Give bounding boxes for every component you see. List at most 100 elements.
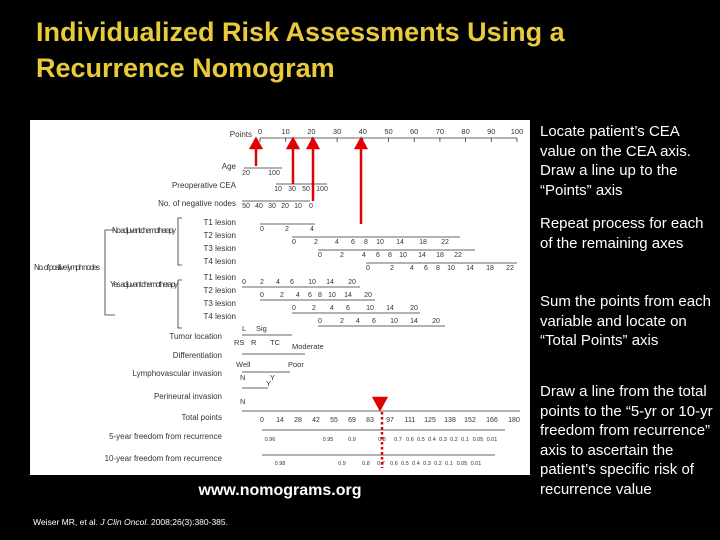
row-label-cea: Preoperative CEA [172, 181, 237, 190]
fr5-tick: 0.01 [487, 437, 498, 443]
negnodes-tick: 40 [255, 203, 263, 210]
group-label-no-adjuvant: No adjuvant chemotherapy [112, 226, 176, 235]
fr5-tick: 0.05 [473, 437, 484, 443]
step-text: Repeat process for each of the remaining… [540, 215, 704, 252]
row-label-differentiation: Differentiation [173, 351, 222, 360]
row-label-t2-lesion: T2 lesion [204, 231, 236, 240]
fr5-tick: 0.96 [265, 437, 276, 443]
points-tick: 10 [282, 127, 290, 136]
fr10-tick: 0.9 [338, 461, 346, 467]
location-option: Sig [256, 324, 267, 333]
t3a-tick: 10 [399, 252, 407, 259]
age-tick: 100 [268, 170, 280, 177]
total-tick: 125 [424, 417, 436, 424]
points-tick: 40 [359, 127, 367, 136]
row-label-perineural: Perineural invasion [154, 392, 222, 401]
total-tick: 55 [330, 417, 338, 424]
t3b-tick: 20 [410, 305, 418, 312]
t2a-tick: 18 [419, 239, 427, 246]
arrow-up-icon [353, 136, 369, 150]
arrow-up-icon [305, 136, 321, 150]
total-tick: 0 [260, 417, 264, 424]
t4a-tick: 2 [390, 265, 394, 272]
total-tick: 152 [464, 417, 476, 424]
points-tick: 30 [333, 127, 341, 136]
fr5-tick: 0.2 [450, 437, 458, 443]
t4b-tick: 10 [390, 318, 398, 325]
cea-tick: 100 [316, 186, 328, 193]
arrow-up-icon [285, 136, 301, 150]
lymphovascular-option: N [240, 373, 245, 382]
t2b-tick: 20 [364, 292, 372, 299]
fr10-tick: 0.1 [445, 461, 453, 467]
row-label-age: Age [222, 162, 237, 171]
cea-tick: 30 [288, 186, 296, 193]
t2b-tick: 14 [344, 292, 352, 299]
t2a-tick: 6 [351, 239, 355, 246]
negnodes-tick: 50 [242, 203, 250, 210]
location-option: RS [234, 338, 244, 347]
step-text: Sum the points from each variable and lo… [540, 293, 711, 349]
t3a-tick: 18 [436, 252, 444, 259]
t2a-tick: 2 [314, 239, 318, 246]
step-text: Locate patient’s CEA value on the CEA ax… [540, 123, 691, 199]
t3a-tick: 6 [376, 252, 380, 259]
points-tick: 90 [487, 127, 495, 136]
lymphovascular-option: Y [270, 373, 275, 382]
fr10-tick: 0.98 [275, 461, 286, 467]
t4b-tick: 6 [372, 318, 376, 325]
t2b-tick: 4 [296, 292, 300, 299]
t4b-tick: 0 [318, 318, 322, 325]
t1b-tick: 10 [308, 279, 316, 286]
fr5-tick: 0.3 [439, 437, 447, 443]
perineural-option: Y [266, 379, 271, 388]
cea-tick: 50 [302, 186, 310, 193]
row-label-points: Points [230, 130, 252, 139]
fr10-tick: 0.8 [362, 461, 370, 467]
fr5-tick: 0.6 [406, 437, 414, 443]
location-option: R [251, 338, 257, 347]
t1b-tick: 14 [326, 279, 334, 286]
row-label-t3-lesion: T3 lesion [204, 299, 236, 308]
t3b-tick: 4 [330, 305, 334, 312]
citation-details: 2008;26(3):380-385. [150, 517, 228, 527]
total-tick: 42 [312, 417, 320, 424]
group-label-positive-nodes: No. of positive lymph nodes [34, 263, 100, 272]
slide-title: Individualized Risk Assessments Using a … [36, 17, 565, 83]
total-tick: 14 [276, 417, 284, 424]
t4a-tick: 0 [366, 265, 370, 272]
arrow-up-icon [248, 136, 264, 150]
points-tick: 50 [384, 127, 392, 136]
t1b-tick: 20 [348, 279, 356, 286]
location-option: TC [270, 338, 281, 347]
fr10-tick: 0.4 [412, 461, 420, 467]
nomogram-figure: 0 10 20 30 40 50 60 70 80 90 100 Points … [30, 120, 530, 475]
website-link[interactable]: www.nomograms.org [198, 482, 362, 499]
fr10-tick: 0.2 [434, 461, 442, 467]
total-tick: 180 [508, 417, 520, 424]
t2b-tick: 10 [328, 292, 336, 299]
fr10-tick: 0.05 [457, 461, 468, 467]
t1a-tick: 0 [260, 226, 264, 233]
t1b-tick: 6 [290, 279, 294, 286]
negnodes-tick: 30 [268, 203, 276, 210]
t3a-tick: 4 [362, 252, 366, 259]
t3a-tick: 22 [454, 252, 462, 259]
perineural-option: N [240, 397, 245, 406]
negnodes-tick: 10 [294, 203, 302, 210]
t3a-tick: 8 [388, 252, 392, 259]
fr10-tick: 0.6 [390, 461, 398, 467]
total-tick: 69 [348, 417, 356, 424]
t3b-tick: 6 [346, 305, 350, 312]
row-label-t1-lesion: T1 lesion [204, 273, 236, 282]
row-label-tumor-location: Tumor location [169, 332, 222, 341]
t3a-tick: 2 [340, 252, 344, 259]
fr5-tick: 0.1 [461, 437, 469, 443]
total-tick: 111 [405, 417, 416, 424]
negnodes-tick: 0 [309, 203, 313, 210]
fr5-tick: 0.9 [348, 437, 356, 443]
total-tick: 166 [486, 417, 498, 424]
t1b-tick: 4 [276, 279, 280, 286]
t1b-tick: 0 [242, 279, 246, 286]
age-tick: 20 [242, 170, 250, 177]
